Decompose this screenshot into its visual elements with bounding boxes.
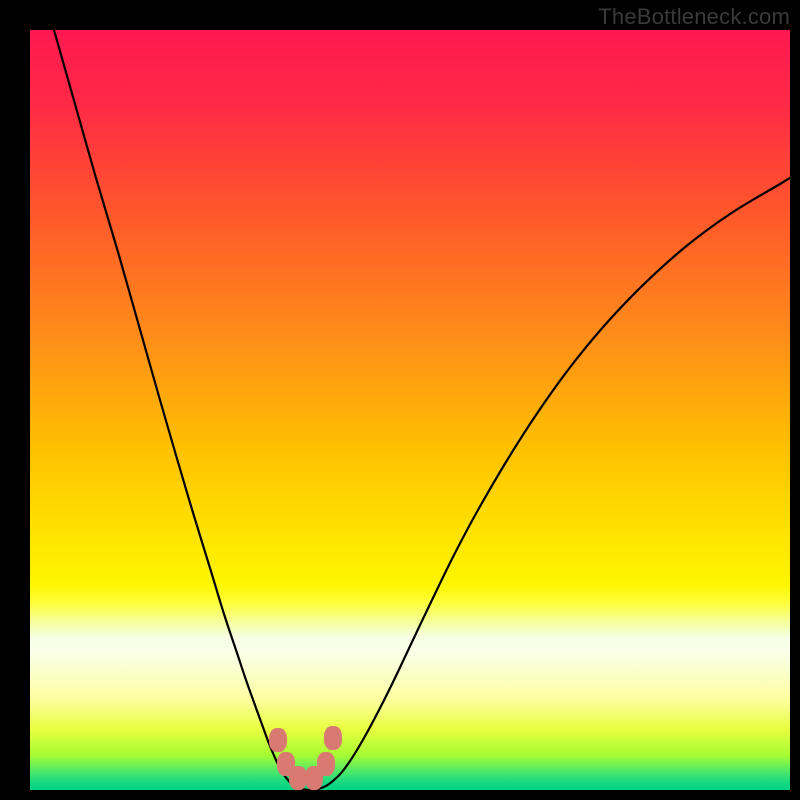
chart-border-bottom xyxy=(0,790,800,800)
chart-container: TheBottleneck.com xyxy=(0,0,800,800)
chart-border-left xyxy=(0,0,30,800)
data-marker xyxy=(317,752,335,776)
data-marker xyxy=(269,728,287,752)
chart-border-right xyxy=(790,0,800,800)
watermark-text: TheBottleneck.com xyxy=(598,4,790,30)
markers-layer xyxy=(30,30,790,790)
data-marker xyxy=(324,726,342,750)
